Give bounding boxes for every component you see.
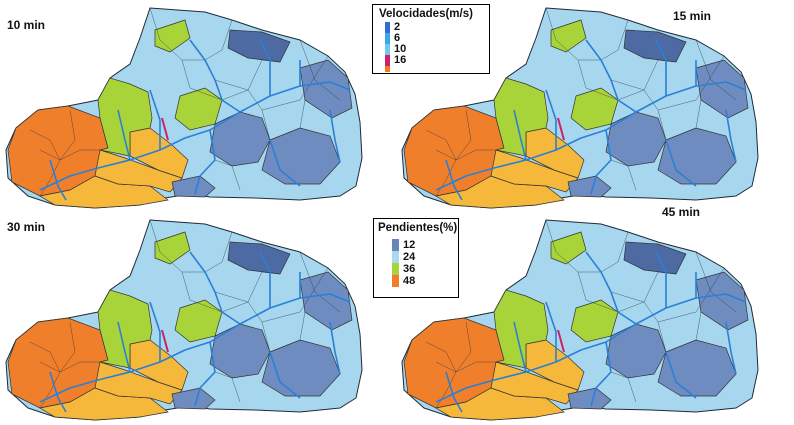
velocity-legend-title: Velocidades(m/s) bbox=[379, 8, 473, 20]
slope-legend-row: 36 bbox=[392, 263, 454, 275]
slope-swatch bbox=[392, 275, 399, 287]
slope-swatch bbox=[392, 251, 399, 263]
slope-legend-row: 12 bbox=[392, 239, 454, 251]
basin-map bbox=[5, 7, 363, 209]
slope-legend: Pendientes(%) 12 24 36 48 bbox=[373, 218, 459, 298]
velocity-legend: Velocidades(m/s) 2 6 10 16 bbox=[372, 4, 490, 74]
map-panel-10min: 10 min bbox=[0, 0, 380, 209]
basin-map bbox=[5, 219, 363, 421]
velocity-legend-tick: 16 bbox=[394, 54, 407, 66]
velocity-color-bar bbox=[385, 33, 390, 44]
slope-swatch bbox=[392, 263, 399, 275]
velocity-legend-row: 2 bbox=[385, 22, 483, 33]
velocity-legend-row: 16 bbox=[385, 55, 483, 66]
panel-label: 15 min bbox=[673, 9, 712, 23]
velocity-color-bar bbox=[385, 55, 390, 66]
map-panel-15min: 15 min bbox=[396, 0, 776, 209]
panel-label: 45 min bbox=[662, 205, 701, 219]
slope-legend-row: 48 bbox=[392, 275, 454, 287]
velocity-legend-tick: 6 bbox=[394, 32, 401, 44]
slope-legend-row: 24 bbox=[392, 251, 454, 263]
velocity-legend-row: 6 bbox=[385, 33, 483, 44]
velocity-legend-row bbox=[385, 66, 483, 72]
velocity-color-bar bbox=[385, 44, 390, 55]
slope-swatch bbox=[392, 239, 399, 251]
velocity-legend-tick: 2 bbox=[394, 21, 401, 33]
velocity-color-bar bbox=[385, 22, 390, 33]
map-panel-45min: 45 min bbox=[396, 205, 776, 421]
velocity-legend-tick: 10 bbox=[394, 43, 407, 55]
panel-label: 10 min bbox=[7, 18, 46, 32]
panel-label: 30 min bbox=[7, 220, 46, 234]
slope-legend-tick: 36 bbox=[403, 262, 416, 275]
slope-legend-tick: 48 bbox=[403, 274, 416, 287]
slope-legend-tick: 12 bbox=[403, 238, 416, 251]
slope-legend-title: Pendientes(%) bbox=[378, 222, 458, 234]
velocity-color-bar bbox=[385, 66, 390, 72]
map-panel-30min: 30 min bbox=[0, 212, 380, 421]
velocity-legend-row: 10 bbox=[385, 44, 483, 55]
slope-legend-tick: 24 bbox=[403, 250, 416, 263]
